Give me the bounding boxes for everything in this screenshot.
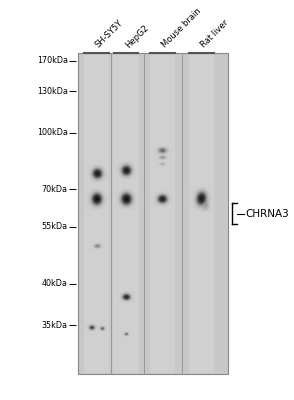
Text: CHRNA3: CHRNA3 xyxy=(245,209,289,219)
FancyBboxPatch shape xyxy=(84,55,109,372)
Text: 130kDa: 130kDa xyxy=(37,86,68,96)
Text: 55kDa: 55kDa xyxy=(41,222,68,232)
FancyBboxPatch shape xyxy=(150,55,175,372)
Text: 70kDa: 70kDa xyxy=(42,185,68,194)
Text: HepG2: HepG2 xyxy=(123,23,150,50)
FancyBboxPatch shape xyxy=(113,55,139,372)
FancyBboxPatch shape xyxy=(189,55,214,372)
Text: Rat liver: Rat liver xyxy=(199,18,230,50)
Text: Mouse brain: Mouse brain xyxy=(160,6,203,50)
Text: 40kDa: 40kDa xyxy=(42,279,68,288)
FancyBboxPatch shape xyxy=(78,53,228,374)
Text: 170kDa: 170kDa xyxy=(37,56,68,65)
Text: 35kDa: 35kDa xyxy=(42,320,68,330)
Text: 100kDa: 100kDa xyxy=(37,128,68,137)
Text: SH-SY5Y: SH-SY5Y xyxy=(94,18,125,50)
